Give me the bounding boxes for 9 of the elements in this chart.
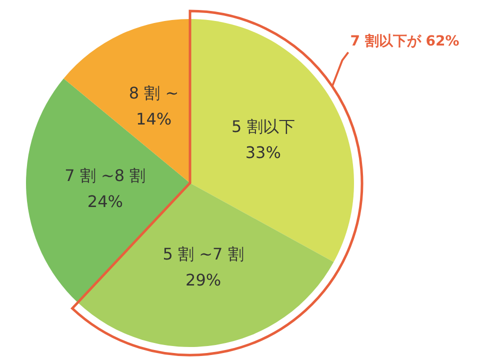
- data-label: 24%: [87, 192, 123, 211]
- slice-label: 5 割以下: [232, 117, 295, 136]
- text: 7 割以下が 62%: [350, 32, 460, 50]
- slice-label: 7 割 ~8 割: [64, 166, 146, 185]
- data-label: 29%: [186, 270, 222, 290]
- slice-label: 5 割 ~7 割: [162, 244, 244, 264]
- data-label: 33%: [245, 143, 281, 162]
- slice-label: 8 割 ~: [128, 84, 179, 103]
- data-label: 14%: [136, 110, 172, 129]
